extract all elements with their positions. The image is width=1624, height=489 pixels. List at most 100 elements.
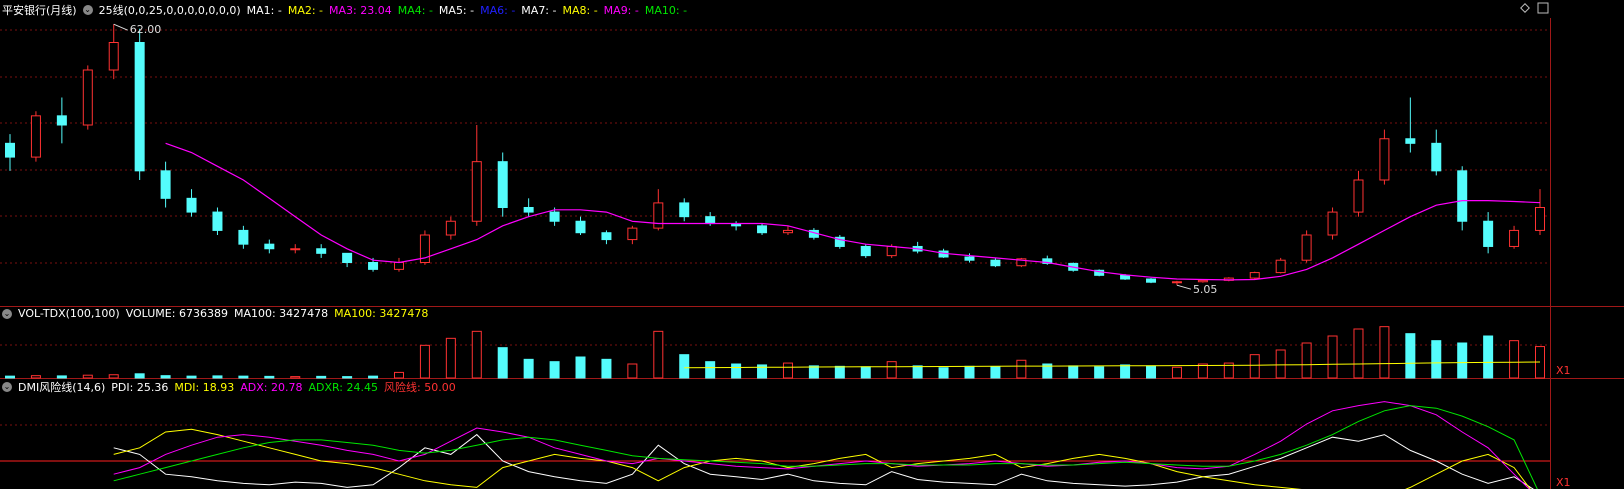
volume-label: MA100: 3427478 bbox=[334, 307, 429, 320]
candle-body bbox=[1457, 170, 1468, 222]
volume-bar bbox=[445, 337, 456, 379]
candle-body bbox=[1249, 272, 1260, 279]
dropdown[interactable]: ⌄ bbox=[2, 308, 12, 319]
volume-bar bbox=[1249, 354, 1260, 379]
volume-bar bbox=[419, 344, 430, 379]
volume-bar bbox=[834, 365, 845, 379]
volume-bar bbox=[1016, 359, 1027, 379]
volume-bar bbox=[264, 375, 275, 379]
ma-label: MA1: - bbox=[246, 3, 282, 17]
candle-body bbox=[679, 202, 690, 218]
toolbar-icons[interactable] bbox=[1520, 2, 1549, 14]
candle-body bbox=[497, 161, 508, 209]
candle-body bbox=[108, 42, 119, 71]
volume-bar bbox=[679, 354, 690, 379]
candle-body bbox=[186, 197, 197, 213]
volume-bar bbox=[30, 375, 41, 379]
candle-body bbox=[601, 232, 612, 241]
volume-bar bbox=[1094, 366, 1105, 379]
volume-bar bbox=[497, 347, 508, 379]
volume-bar bbox=[1509, 340, 1520, 379]
candle-body bbox=[160, 170, 171, 199]
candle-body bbox=[549, 211, 560, 222]
candle-body bbox=[575, 220, 586, 234]
candle-body bbox=[1275, 259, 1286, 274]
ma-label: MA7: - bbox=[521, 3, 557, 17]
volume-bar bbox=[1379, 326, 1390, 379]
candle-body bbox=[5, 142, 15, 158]
volume-bar bbox=[653, 330, 664, 379]
dmi-header: ⌄ DMI风险线(14,6) PDI: 25.36 MDI: 18.93 ADX: … bbox=[2, 379, 456, 395]
candle-body bbox=[757, 225, 768, 234]
volume-bar bbox=[1483, 335, 1494, 379]
candle-body bbox=[1327, 211, 1338, 236]
candle-body bbox=[316, 248, 327, 254]
ma-label: MA8: - bbox=[562, 3, 598, 17]
volume-bar bbox=[368, 375, 379, 379]
volume-bar bbox=[1353, 328, 1364, 379]
dmi-line bbox=[113, 405, 1538, 489]
candle-body bbox=[1042, 258, 1053, 264]
volume-label: VOLUME: 6736389 bbox=[125, 307, 228, 320]
low-arrow bbox=[1176, 284, 1192, 290]
volume-bar bbox=[1120, 364, 1131, 379]
volume-bar bbox=[238, 375, 249, 379]
price-header: 平安银行(月线) ⌄ 25线(0,0,25,0,0,0,0,0,0,0) MA1… bbox=[2, 2, 687, 18]
volume-bar bbox=[1171, 366, 1182, 379]
candle-body bbox=[1197, 279, 1208, 283]
volume-bar bbox=[886, 361, 897, 379]
candle-body bbox=[990, 259, 1001, 267]
volume-bar bbox=[1405, 333, 1416, 379]
candle-body bbox=[886, 245, 897, 257]
dropdown[interactable]: ⌄ bbox=[82, 5, 93, 15]
ma-label: MA6: - bbox=[480, 3, 516, 17]
volume-bar bbox=[1223, 362, 1234, 379]
volume-bar bbox=[627, 363, 638, 379]
candle-body bbox=[1301, 234, 1312, 261]
ma-label: MA9: - bbox=[603, 3, 639, 17]
candle-body bbox=[471, 161, 482, 222]
volume-bar bbox=[575, 356, 586, 379]
candle-body bbox=[56, 115, 67, 126]
dmi-label: MDI: 18.93 bbox=[174, 380, 235, 394]
dmi-line bbox=[113, 428, 1531, 489]
volume-bar bbox=[705, 361, 716, 379]
volume-title: VOL-TDX(100,100) bbox=[18, 307, 120, 320]
volume-bar bbox=[1068, 365, 1079, 379]
dmi-label: PDI: 25.36 bbox=[111, 380, 169, 394]
low-label: 5.05 bbox=[1193, 283, 1218, 296]
volume-header: ⌄ VOL-TDX(100,100) VOLUME: 6736389 MA100:… bbox=[2, 307, 428, 320]
volume-bar bbox=[1327, 335, 1338, 379]
candle-body bbox=[30, 115, 41, 158]
candle-body bbox=[445, 220, 456, 236]
volume-bar bbox=[757, 364, 768, 379]
dropdown[interactable]: ⌄ bbox=[2, 382, 12, 392]
volume-bar bbox=[342, 376, 353, 379]
candle-body bbox=[705, 216, 716, 225]
volume-bar bbox=[186, 375, 197, 379]
volume-bar bbox=[912, 365, 923, 379]
high-label: 62.00 bbox=[130, 23, 162, 36]
stock-title: 平安银行(月线) bbox=[2, 4, 77, 17]
volume-bar bbox=[56, 375, 67, 379]
ma-line bbox=[165, 142, 1541, 281]
volume-bar bbox=[1457, 342, 1468, 379]
volume-bar bbox=[860, 366, 871, 379]
dmi-label: 风险线: 50.00 bbox=[384, 381, 456, 394]
candle-body bbox=[264, 243, 275, 250]
volume-bar bbox=[1275, 349, 1286, 379]
volume-bar bbox=[964, 365, 975, 379]
candle-body bbox=[82, 69, 93, 126]
candle-body bbox=[238, 229, 249, 245]
volume-bar bbox=[5, 375, 15, 379]
volume-bar bbox=[1042, 363, 1053, 379]
volume-bar bbox=[808, 365, 819, 379]
candle-body bbox=[1405, 138, 1416, 144]
candle-body bbox=[1483, 220, 1494, 247]
volume-ma-line bbox=[684, 361, 1541, 369]
candle-body bbox=[964, 256, 975, 261]
ma-label: MA5: - bbox=[438, 3, 475, 17]
dmi-line bbox=[113, 433, 1534, 489]
